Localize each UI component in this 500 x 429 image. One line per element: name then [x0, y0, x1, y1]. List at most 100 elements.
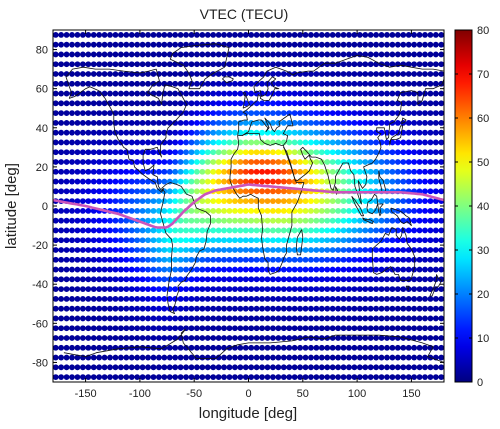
vtec-dot [123, 51, 130, 58]
vtec-dot [58, 119, 65, 126]
vtec-dot [329, 198, 336, 205]
vtec-dot [405, 305, 412, 312]
vtec-dot [416, 305, 423, 312]
vtec-dot [253, 335, 260, 341]
vtec-dot [161, 149, 168, 156]
vtec-dot [346, 31, 352, 38]
vtec-dot [79, 247, 86, 253]
vtec-dot [362, 31, 369, 38]
vtec-dot [286, 149, 293, 156]
vtec-dot [52, 227, 59, 234]
vtec-dot [308, 31, 314, 38]
vtec-dot [384, 119, 390, 126]
vtec-dot [58, 374, 65, 381]
vtec-dot [166, 149, 173, 156]
vtec-dot [248, 168, 255, 175]
vtec-dot [96, 71, 103, 77]
vtec-dot [161, 276, 168, 283]
vtec-dot [313, 178, 320, 185]
vtec-dot [438, 41, 445, 48]
vtec-dot [150, 256, 157, 263]
vtec-dot [177, 80, 184, 87]
vtec-dot [166, 198, 173, 205]
vtec-dot [302, 266, 309, 273]
vtec-dot [367, 227, 374, 234]
vtec-dot [356, 80, 363, 87]
vtec-dot [177, 247, 184, 253]
vtec-dot [101, 41, 108, 48]
vtec-dot [156, 159, 162, 165]
vtec-dot [204, 71, 211, 77]
vtec-dot [150, 227, 157, 234]
vtec-dot [394, 41, 401, 48]
vtec-dot [264, 61, 271, 68]
vtec-dot [79, 31, 86, 38]
vtec-dot-grid [52, 31, 445, 381]
vtec-dot [172, 354, 179, 361]
vtec-dot [367, 354, 374, 361]
vtec-dot [74, 31, 81, 38]
vtec-dot [280, 168, 287, 175]
vtec-dot [58, 266, 65, 273]
vtec-dot [373, 159, 380, 165]
vtec-dot [373, 217, 380, 224]
vtec-dot [378, 295, 385, 302]
vtec-dot [128, 354, 135, 361]
vtec-dot [422, 61, 428, 68]
vtec-dot [79, 276, 86, 283]
vtec-dot [52, 168, 59, 175]
vtec-dot [96, 325, 103, 332]
vtec-dot [394, 119, 401, 126]
vtec-dot [69, 110, 75, 117]
vtec-dot [204, 354, 211, 361]
vtec-dot [373, 119, 380, 126]
vtec-dot [373, 374, 380, 381]
vtec-dot [270, 100, 276, 107]
vtec-dot [74, 71, 81, 77]
vtec-dot [302, 129, 309, 136]
vtec-dot [297, 139, 303, 146]
vtec-dot [112, 139, 119, 146]
vtec-dot [188, 217, 195, 224]
vtec-dot [63, 61, 70, 68]
vtec-dot [204, 276, 211, 283]
vtec-dot [74, 90, 81, 97]
vtec-dot [123, 335, 130, 341]
vtec-dot [286, 198, 293, 205]
vtec-dot [199, 61, 206, 68]
vtec-dot [52, 207, 59, 214]
vtec-dot [286, 354, 293, 361]
vtec-dot [172, 149, 179, 156]
vtec-dot [259, 266, 265, 273]
vtec-dot [286, 139, 293, 146]
vtec-dot [226, 31, 233, 38]
vtec-dot [432, 168, 439, 175]
vtec-dot [340, 100, 347, 107]
vtec-dot [362, 364, 369, 371]
vtec-dot [432, 90, 439, 97]
vtec-dot [329, 159, 336, 165]
vtec-dot [275, 80, 282, 87]
vtec-dot [270, 354, 276, 361]
vtec-dot [242, 276, 249, 283]
vtec-dot [96, 374, 103, 381]
vtec-dot [177, 256, 184, 263]
vtec-dot [318, 295, 325, 302]
vtec-dot [340, 325, 347, 332]
vtec-dot [405, 295, 412, 302]
vtec-dot [416, 364, 423, 371]
vtec-dot [221, 344, 227, 351]
vtec-dot [69, 51, 75, 58]
vtec-dot [210, 286, 217, 293]
vtec-dot [177, 276, 184, 283]
vtec-dot [291, 364, 298, 371]
vtec-dot [378, 364, 385, 371]
vtec-dot [422, 129, 428, 136]
vtec-dot [389, 159, 396, 165]
vtec-dot [318, 31, 325, 38]
vtec-dot [356, 266, 363, 273]
vtec-dot [248, 335, 255, 341]
vtec-dot [188, 178, 195, 185]
vtec-dot [210, 168, 217, 175]
vtec-dot [177, 374, 184, 381]
